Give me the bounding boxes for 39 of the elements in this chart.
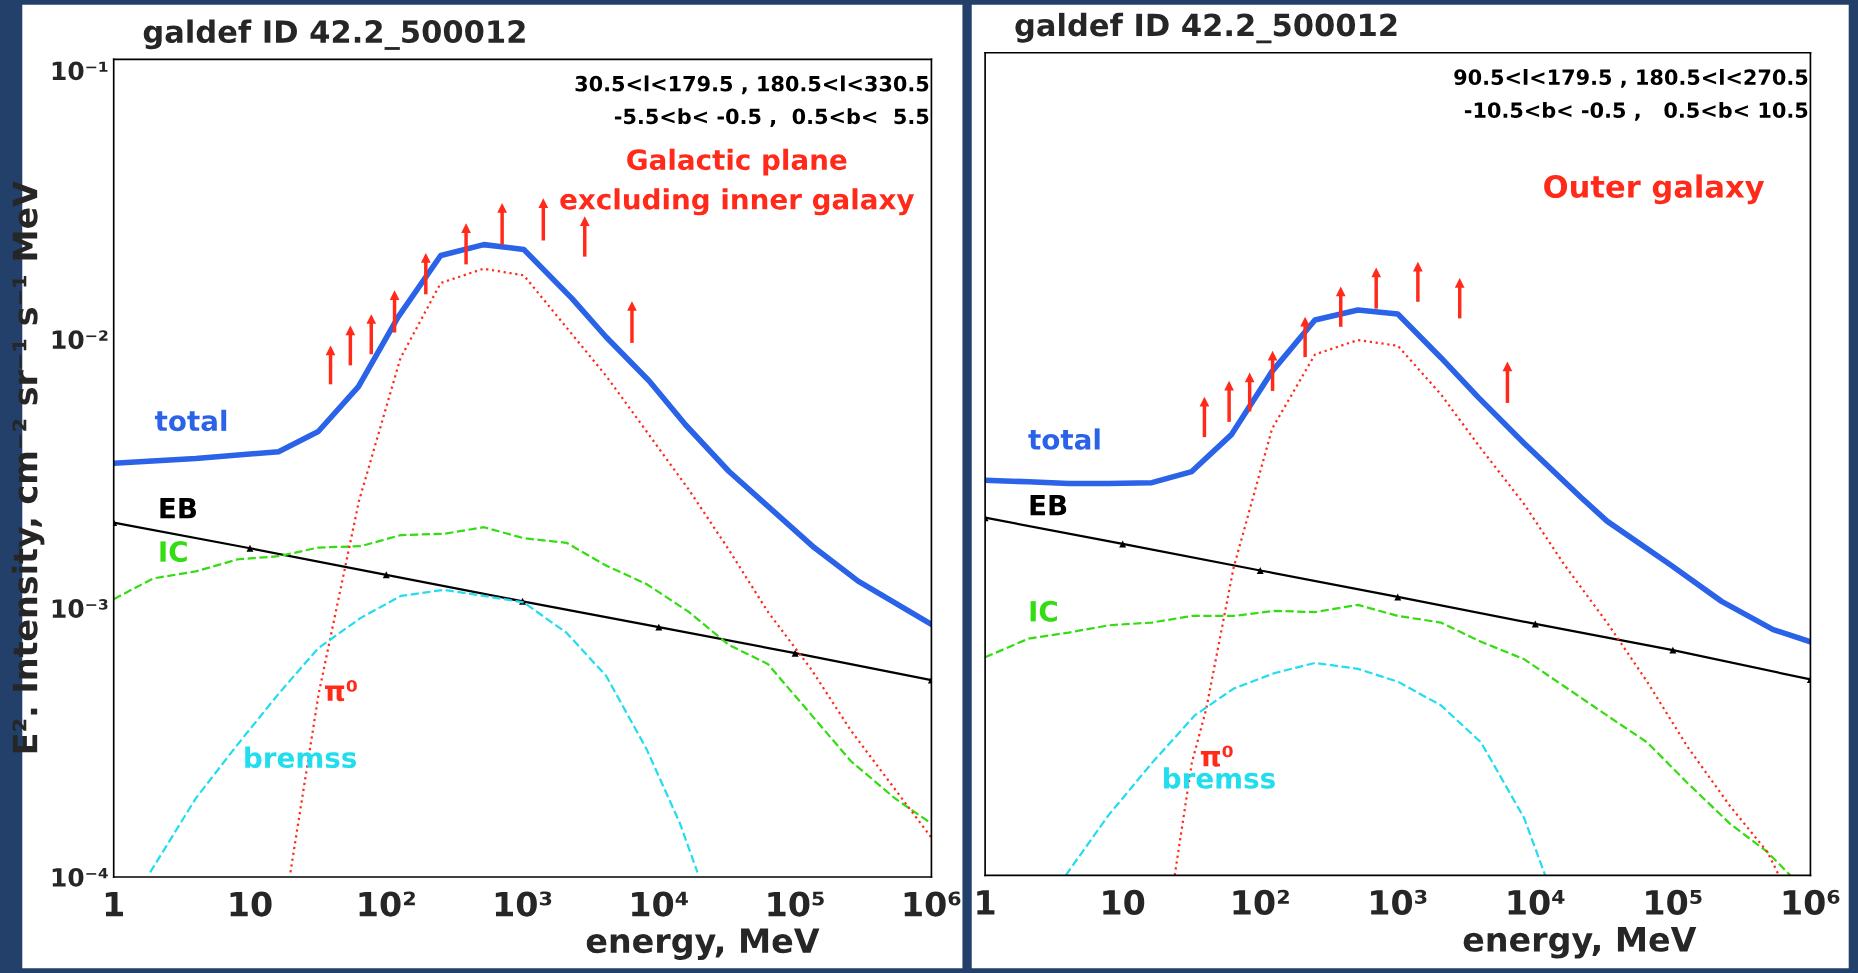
x-tick-label: 10³ bbox=[495, 891, 552, 917]
x-tick-label: 1 bbox=[977, 890, 995, 915]
y-tick-label: 10⁻³ bbox=[52, 599, 108, 618]
x-tick-label: 10⁴ bbox=[1508, 889, 1565, 915]
series-label: EB bbox=[160, 498, 197, 519]
x-tick-label: 10⁵ bbox=[768, 891, 824, 917]
x-axis-title: energy, MeV bbox=[1463, 927, 1697, 959]
annotation: -5.5<b< -0.5 , 0.5<b< 5.5 bbox=[614, 108, 929, 127]
x-tick-label: 10³ bbox=[1371, 889, 1427, 915]
x-tick-label: 10⁴ bbox=[632, 891, 688, 917]
y-axis-title: E². Intensity, cm⁻² sr⁻¹ s⁻¹ MeV bbox=[11, 181, 45, 753]
x-axis-title: energy, MeV bbox=[586, 928, 820, 960]
series-label: π⁰ bbox=[1200, 745, 1233, 767]
series-label: IC bbox=[1030, 600, 1057, 622]
series-label: total bbox=[154, 409, 227, 432]
series-label: bremss bbox=[1164, 767, 1275, 789]
x-tick-label: 10 bbox=[1103, 889, 1145, 915]
chart-title: galdef ID 42.2_500012 bbox=[1015, 12, 1397, 44]
y-tick-label: 10⁻² bbox=[52, 330, 108, 350]
x-tick-label: 10² bbox=[359, 891, 415, 917]
x-tick-label: 1 bbox=[105, 891, 124, 917]
x-tick-label: 10 bbox=[230, 891, 272, 917]
x-tick-label: 10⁵ bbox=[1646, 889, 1702, 915]
x-tick-label: 10⁶ bbox=[1783, 889, 1840, 915]
series-label: total bbox=[1028, 428, 1100, 450]
annotation: 30.5<l<179.5 , 180.5<l<330.5 bbox=[575, 75, 929, 95]
series-label: bremss bbox=[245, 746, 357, 769]
y-tick-label: 10⁻¹ bbox=[52, 61, 108, 81]
annotation: Galactic plane excluding inner galaxy bbox=[560, 148, 915, 216]
annotation: 90.5<l<179.5 , 180.5<l<270.5 bbox=[1454, 68, 1808, 88]
annotation: Outer galaxy bbox=[1544, 174, 1765, 205]
x-tick-label: 10⁶ bbox=[904, 891, 961, 917]
series-label: EB bbox=[1030, 495, 1067, 516]
chart-title: galdef ID 42.2_500012 bbox=[143, 19, 525, 50]
annotation: -10.5<b< -0.5 , 0.5<b< 10.5 bbox=[1464, 101, 1808, 121]
y-tick-label: 10⁻⁴ bbox=[52, 867, 108, 887]
series-label: IC bbox=[160, 541, 187, 563]
series-label: π⁰ bbox=[325, 680, 357, 702]
x-tick-label: 10² bbox=[1233, 889, 1289, 915]
